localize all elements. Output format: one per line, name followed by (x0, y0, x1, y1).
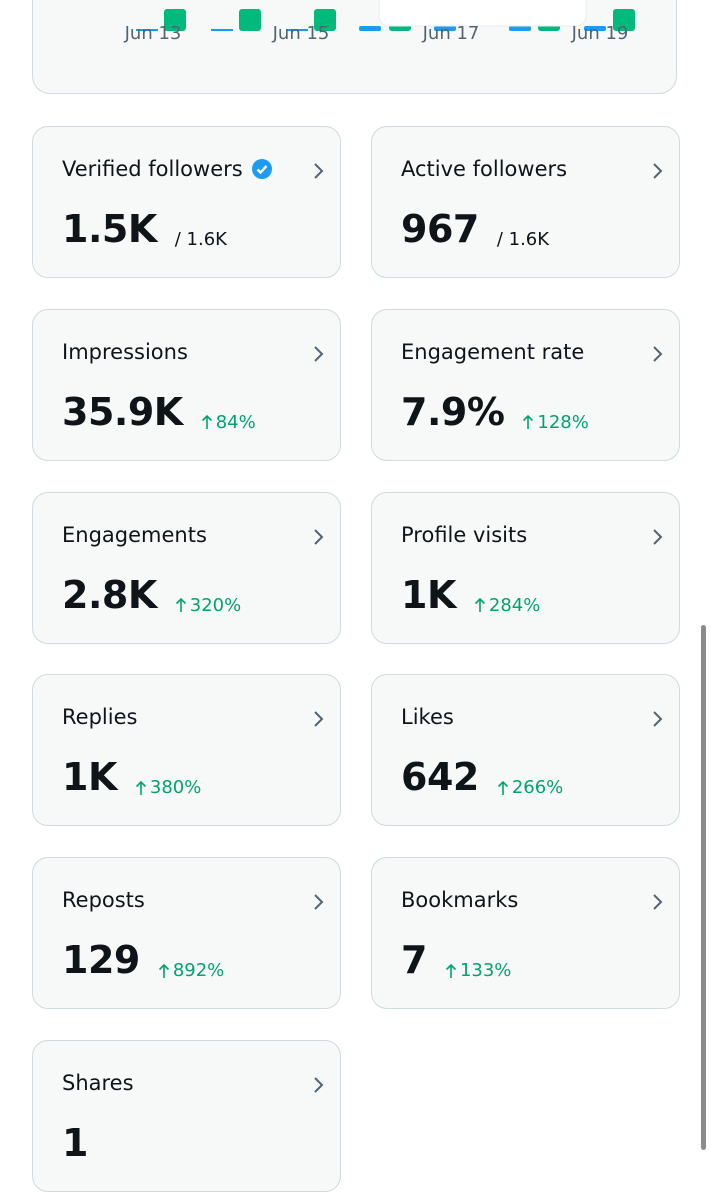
metric-card[interactable]: Reposts 129 892% (32, 857, 341, 1010)
card-change: 84% (201, 412, 256, 433)
chevron-icon (312, 1075, 326, 1099)
x-axis-label: Jun 15 (272, 23, 330, 44)
card-title-text: Likes (401, 705, 454, 730)
card-change-text: 284% (488, 594, 541, 616)
card-title-text: Engagements (62, 522, 207, 547)
card-title-text: Bookmarks (401, 888, 519, 913)
card-title: Engagements (62, 523, 207, 547)
card-change-text: 320% (189, 594, 242, 616)
card-title-text: Active followers (401, 157, 568, 181)
metric-card[interactable]: Likes 642 266% (371, 674, 680, 827)
metric-card[interactable]: Profile visits 1K 284% (371, 491, 680, 644)
up-arrow-icon (522, 414, 534, 430)
card-title: Likes (401, 705, 454, 729)
card-change-text: 128% (537, 411, 589, 433)
card-limit: / 1.6K (174, 229, 227, 250)
metric-card[interactable]: Shares 1 (32, 1040, 341, 1192)
card-title: Shares (62, 1071, 134, 1095)
card-change-text: 380% (149, 777, 202, 799)
up-arrow-icon (474, 597, 486, 613)
chevron-icon (651, 892, 665, 916)
up-arrow-icon (445, 963, 457, 979)
card-title: Verified followers (62, 157, 273, 181)
chevron-icon (651, 709, 665, 733)
verified-badge (251, 158, 273, 180)
card-value: 967 (401, 207, 479, 251)
up-arrow-icon (135, 780, 147, 796)
chevron-icon (312, 527, 326, 551)
card-change: 892% (158, 960, 224, 981)
card-change: 380% (135, 777, 201, 798)
x-axis-label: Jun 13 (124, 23, 182, 44)
up-arrow-icon (201, 414, 213, 430)
card-title: Bookmarks (401, 888, 518, 912)
metric-card[interactable]: Replies 1K 380% (32, 674, 341, 827)
metric-card[interactable]: Verified followers 1.5K / 1.6K (32, 126, 341, 278)
card-title: Active followers (401, 157, 567, 181)
card-change: 128% (522, 411, 589, 433)
bars-blue (136, 26, 606, 31)
x-axis-label: Jun 17 (422, 23, 480, 44)
chevron-icon (651, 527, 665, 551)
chart-card: Jun 13 Jun 15 Jun 17 Jun 19 (32, 0, 677, 94)
card-title: Profile visits (401, 523, 527, 547)
card-value: 2.8K (62, 572, 157, 617)
card-title-text: Profile visits (401, 522, 528, 547)
x-axis-label: Jun 19 (571, 23, 629, 44)
card-limit: / 1.6K (496, 229, 550, 250)
metric-card[interactable]: Engagement rate 7.9% 128% (371, 308, 680, 461)
card-title-text: Engagement rate (401, 339, 585, 364)
card-value: 642 (401, 755, 479, 800)
card-change-text: 84% (215, 411, 256, 433)
card-change: 266% (497, 777, 563, 798)
chevron-icon (312, 344, 326, 368)
up-arrow-icon (158, 963, 170, 979)
card-change: 284% (474, 595, 540, 616)
card-value: 7 (401, 938, 427, 983)
metric-card[interactable]: Engagements 2.8K 320% (32, 491, 341, 644)
chevron-icon (312, 161, 326, 185)
card-title-text: Replies (62, 705, 138, 730)
card-value: 1.5K (62, 207, 157, 251)
card-change-text: 892% (172, 960, 225, 982)
card-value: 35.9K (62, 389, 183, 434)
card-change: 133% (445, 960, 511, 981)
chevron-icon (651, 161, 665, 185)
card-change-text: 133% (459, 960, 512, 982)
up-arrow-icon (497, 780, 509, 796)
card-title: Impressions (62, 340, 188, 364)
metric-card[interactable]: Bookmarks 7 133% (371, 857, 680, 1010)
chevron-icon (312, 892, 326, 916)
card-value: 1K (62, 755, 117, 800)
tooltip (378, 0, 587, 27)
card-title-text: Shares (62, 1071, 134, 1095)
card-title: Engagement rate (401, 340, 584, 364)
card-title: Reposts (62, 888, 145, 912)
metric-card[interactable]: Active followers 967 / 1.6K (371, 126, 680, 278)
card-change-text: 266% (511, 777, 564, 799)
card-title-text: Reposts (62, 888, 145, 913)
card-change: 320% (175, 595, 241, 616)
card-value: 129 (62, 938, 140, 983)
card-title-text: Impressions (62, 339, 188, 364)
scrollbar (701, 625, 706, 1150)
chart-bars (136, 0, 635, 31)
card-title-text: Verified followers (62, 157, 243, 181)
chevron-icon (651, 344, 665, 368)
card-value: 1 (62, 1121, 88, 1165)
card-value: 1K (401, 572, 456, 617)
card-value: 7.9% (401, 389, 505, 434)
up-arrow-icon (175, 597, 187, 613)
card-title: Replies (62, 705, 137, 729)
chevron-icon (312, 709, 326, 733)
metric-card[interactable]: Impressions 35.9K 84% (32, 308, 341, 461)
